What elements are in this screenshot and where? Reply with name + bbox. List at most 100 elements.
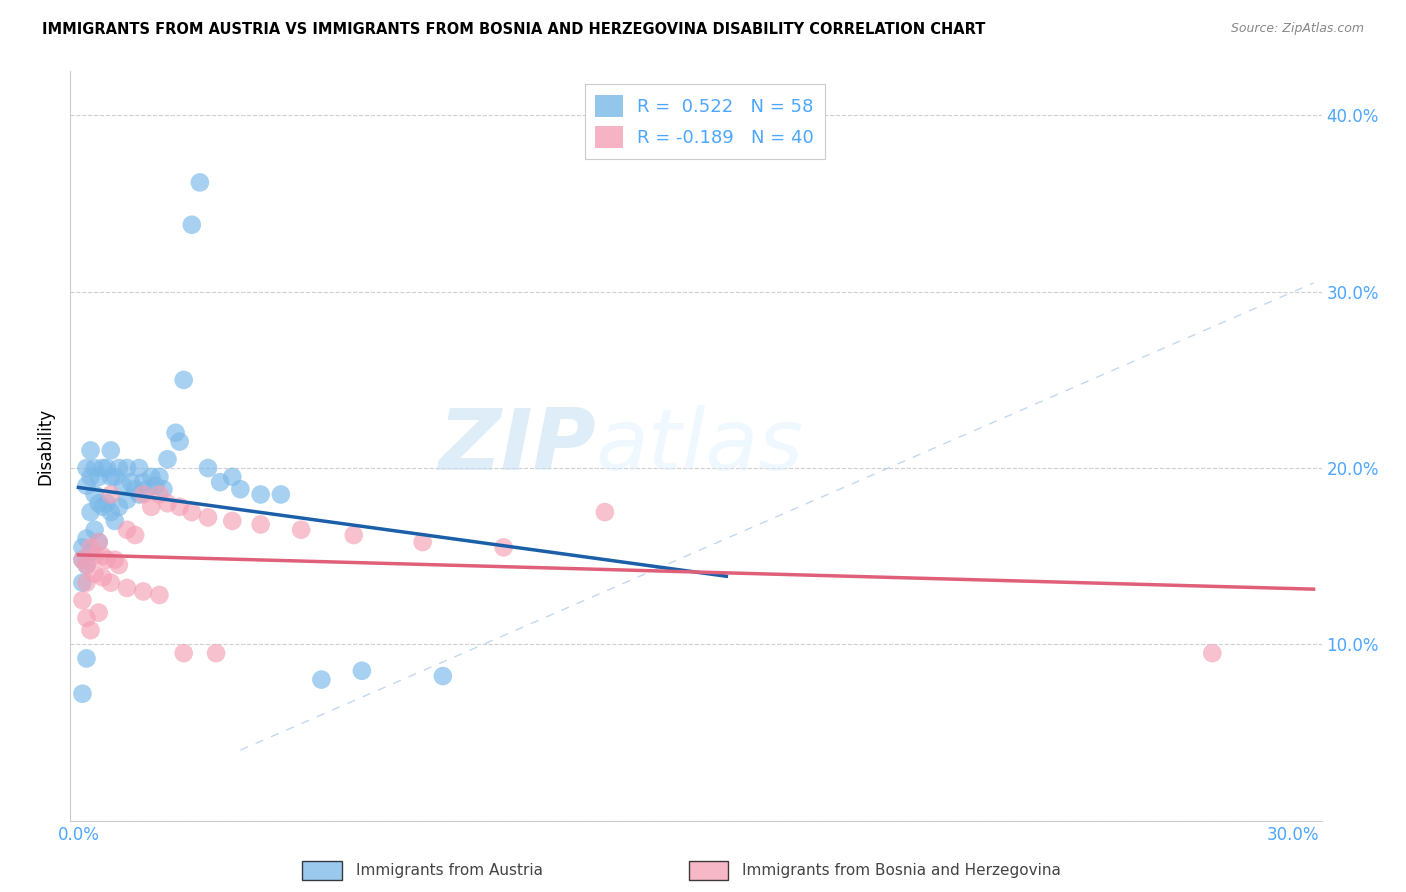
Point	[72, 552, 94, 566]
Point	[96, 461, 118, 475]
Point	[492, 541, 515, 555]
Point	[104, 470, 127, 484]
Point	[173, 646, 195, 660]
Point	[221, 514, 243, 528]
Point	[87, 535, 110, 549]
Point	[128, 461, 150, 475]
Point	[87, 470, 110, 484]
Point	[156, 496, 179, 510]
Point	[100, 443, 122, 458]
Point	[290, 523, 312, 537]
Point	[96, 496, 118, 510]
Point	[141, 500, 163, 514]
Point	[108, 500, 131, 514]
Point	[76, 532, 98, 546]
Point	[72, 687, 94, 701]
Point	[593, 505, 616, 519]
Point	[143, 478, 166, 492]
Point	[76, 651, 98, 665]
Point	[76, 558, 98, 572]
Point	[141, 470, 163, 484]
Point	[343, 528, 366, 542]
Point	[115, 461, 138, 475]
Text: IMMIGRANTS FROM AUSTRIA VS IMMIGRANTS FROM BOSNIA AND HERZEGOVINA DISABILITY COR: IMMIGRANTS FROM AUSTRIA VS IMMIGRANTS FR…	[42, 22, 986, 37]
Point	[76, 575, 98, 590]
Legend: R =  0.522   N = 58, R = -0.189   N = 40: R = 0.522 N = 58, R = -0.189 N = 40	[585, 84, 824, 159]
Point	[148, 487, 170, 501]
Point	[124, 482, 146, 496]
Point	[156, 452, 179, 467]
Point	[205, 646, 228, 660]
Text: Immigrants from Austria: Immigrants from Austria	[356, 863, 543, 878]
Point	[79, 624, 101, 638]
Point	[148, 588, 170, 602]
Point	[91, 500, 114, 514]
Point	[76, 558, 98, 572]
Point	[72, 541, 94, 555]
Point	[412, 535, 434, 549]
Point	[100, 487, 122, 501]
Point	[83, 461, 105, 475]
Text: Immigrants from Bosnia and Herzegovina: Immigrants from Bosnia and Herzegovina	[742, 863, 1062, 878]
Point	[249, 487, 271, 501]
Point	[180, 505, 202, 519]
Point	[169, 500, 191, 514]
Point	[249, 517, 271, 532]
Point	[132, 584, 155, 599]
Text: atlas: atlas	[596, 404, 804, 488]
Point	[165, 425, 187, 440]
Point	[173, 373, 195, 387]
Point	[100, 505, 122, 519]
Point	[79, 505, 101, 519]
Point	[72, 552, 94, 566]
Point	[83, 566, 105, 581]
Point	[83, 523, 105, 537]
Point	[108, 558, 131, 572]
Point	[148, 470, 170, 484]
Point	[87, 496, 110, 510]
Point	[76, 611, 98, 625]
Point	[136, 482, 159, 496]
Point	[79, 470, 101, 484]
Point	[76, 461, 98, 475]
Point	[132, 475, 155, 490]
Point	[79, 546, 101, 560]
Point	[79, 541, 101, 555]
Point	[83, 549, 105, 564]
Point	[91, 549, 114, 564]
Point	[87, 535, 110, 549]
Text: Source: ZipAtlas.com: Source: ZipAtlas.com	[1230, 22, 1364, 36]
Point	[72, 575, 94, 590]
Point	[120, 475, 142, 490]
Point	[169, 434, 191, 449]
Point	[91, 570, 114, 584]
Point	[221, 470, 243, 484]
Point	[115, 492, 138, 507]
Point	[91, 461, 114, 475]
Point	[111, 478, 134, 492]
Point	[229, 482, 252, 496]
Point	[96, 552, 118, 566]
Point	[1201, 646, 1223, 660]
Point	[197, 461, 219, 475]
Point	[79, 443, 101, 458]
Point	[104, 552, 127, 566]
Point	[104, 514, 127, 528]
Point	[311, 673, 333, 687]
Point	[100, 470, 122, 484]
Point	[350, 664, 373, 678]
Point	[115, 581, 138, 595]
Point	[432, 669, 454, 683]
Y-axis label: Disability: Disability	[37, 408, 55, 484]
Point	[108, 461, 131, 475]
Point	[132, 487, 155, 501]
Point	[209, 475, 232, 490]
Point	[76, 478, 98, 492]
Point	[87, 606, 110, 620]
Point	[124, 528, 146, 542]
Point	[197, 510, 219, 524]
Point	[115, 523, 138, 537]
Point	[270, 487, 292, 501]
Point	[180, 218, 202, 232]
Point	[128, 487, 150, 501]
